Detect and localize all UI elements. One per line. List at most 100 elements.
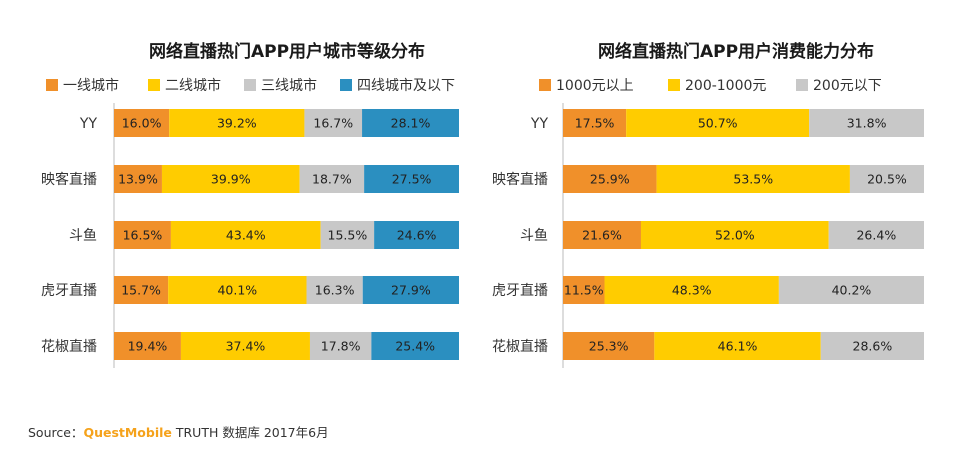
legend-label: 一线城市	[63, 77, 119, 94]
data-label: 19.4%	[128, 339, 168, 354]
legend-label: 200元以下	[813, 78, 882, 94]
category-label: 虎牙直播	[41, 282, 97, 299]
data-label: 11.5%	[564, 283, 604, 298]
data-label: 27.5%	[392, 172, 432, 187]
data-label: 39.2%	[217, 116, 257, 131]
category-label: 斗鱼	[69, 227, 97, 244]
category-label: 花椒直播	[41, 338, 97, 355]
bar-segment	[374, 221, 459, 249]
bar-segment	[563, 221, 641, 249]
category-label: 斗鱼	[520, 227, 548, 244]
chart-title: 网络直播热门APP用户消费能力分布	[598, 41, 874, 62]
category-label: YY	[79, 116, 98, 132]
bar-segment	[161, 165, 300, 193]
bar-segment	[656, 165, 850, 193]
category-label: 映客直播	[492, 171, 548, 188]
legend-swatch	[46, 79, 58, 91]
source-detail: TRUTH 数据库 2017年6月	[171, 425, 329, 440]
data-label: 43.4%	[226, 228, 266, 243]
bar-segment	[563, 332, 655, 360]
source-prefix: Source：	[28, 425, 84, 440]
bar-segment	[114, 165, 162, 193]
data-label: 26.4%	[856, 228, 896, 243]
legend-swatch	[340, 79, 352, 91]
data-label: 18.7%	[312, 172, 352, 187]
category-label: 虎牙直播	[492, 282, 548, 299]
legend-label: 三线城市	[261, 77, 317, 94]
category-label: 花椒直播	[492, 338, 548, 355]
bar-segment	[362, 109, 459, 137]
bar-segment	[640, 221, 829, 249]
bar-segment	[371, 332, 459, 360]
bar-segment	[169, 109, 305, 137]
bar-segment	[304, 109, 363, 137]
data-label: 28.1%	[391, 116, 431, 131]
data-label: 28.6%	[853, 339, 893, 354]
bar-segment	[170, 221, 321, 249]
bar-segment	[114, 276, 169, 304]
data-label: 52.0%	[715, 228, 755, 243]
bar-segment	[563, 109, 627, 137]
data-label: 37.4%	[226, 339, 266, 354]
bar-segment	[309, 332, 372, 360]
data-label: 16.7%	[313, 116, 353, 131]
bar-segment	[114, 109, 170, 137]
spending-power-chart: 网络直播热门APP用户消费能力分布 1000元以上 200-1000元 200元以下…	[492, 41, 924, 368]
data-label: 40.1%	[217, 283, 257, 298]
bar-segment	[820, 332, 924, 360]
data-label: 16.5%	[123, 228, 163, 243]
data-label: 21.6%	[582, 228, 622, 243]
data-label: 50.7%	[698, 116, 738, 131]
bar-segment	[299, 165, 365, 193]
data-label: 53.5%	[733, 172, 773, 187]
data-label: 40.2%	[832, 283, 872, 298]
bar-segment	[626, 109, 810, 137]
bar-segment	[114, 332, 181, 360]
legend-swatch	[668, 79, 680, 91]
category-label: YY	[530, 116, 549, 132]
bar-segment	[320, 221, 375, 249]
data-label: 17.8%	[321, 339, 361, 354]
bar-segment	[654, 332, 821, 360]
city-tier-chart: 网络直播热门APP用户城市等级分布 一线城市 二线城市 三线城市 四线城市及以下 YY 1…	[41, 41, 459, 368]
source-note: Source：QuestMobile TRUTH 数据库 2017年6月	[28, 422, 329, 441]
data-label: 25.4%	[395, 339, 435, 354]
bar-segment	[364, 165, 459, 193]
data-label: 31.8%	[847, 116, 887, 131]
legend-label: 1000元以上	[556, 78, 634, 94]
bar-segment	[563, 276, 605, 304]
data-label: 39.9%	[211, 172, 251, 187]
data-label: 46.1%	[718, 339, 758, 354]
data-label: 16.0%	[122, 116, 162, 131]
legend-swatch	[148, 79, 160, 91]
bar-segment	[563, 165, 657, 193]
data-label: 27.9%	[391, 283, 431, 298]
data-label: 20.5%	[867, 172, 907, 187]
chart-title: 网络直播热门APP用户城市等级分布	[149, 41, 425, 62]
bar-segment	[306, 276, 363, 304]
legend-swatch	[796, 79, 808, 91]
category-label: 映客直播	[41, 171, 97, 188]
legend-label: 二线城市	[165, 77, 221, 94]
bar-segment	[180, 332, 310, 360]
bar-segment	[604, 276, 779, 304]
bar-segment	[809, 109, 924, 137]
data-label: 48.3%	[672, 283, 712, 298]
bar-segment	[778, 276, 924, 304]
bar-segment	[849, 165, 924, 193]
data-label: 15.7%	[121, 283, 161, 298]
data-label: 16.3%	[315, 283, 355, 298]
data-label: 25.9%	[590, 172, 630, 187]
data-label: 25.3%	[589, 339, 629, 354]
source-brand: QuestMobile	[83, 425, 172, 440]
bar-segment	[168, 276, 307, 304]
data-label: 17.5%	[575, 116, 615, 131]
data-label: 15.5%	[328, 228, 368, 243]
bar-segment	[114, 221, 171, 249]
bar-segment	[362, 276, 459, 304]
legend-swatch	[539, 79, 551, 91]
data-label: 13.9%	[118, 172, 158, 187]
legend-label: 四线城市及以下	[357, 77, 455, 94]
data-label: 24.6%	[397, 228, 437, 243]
